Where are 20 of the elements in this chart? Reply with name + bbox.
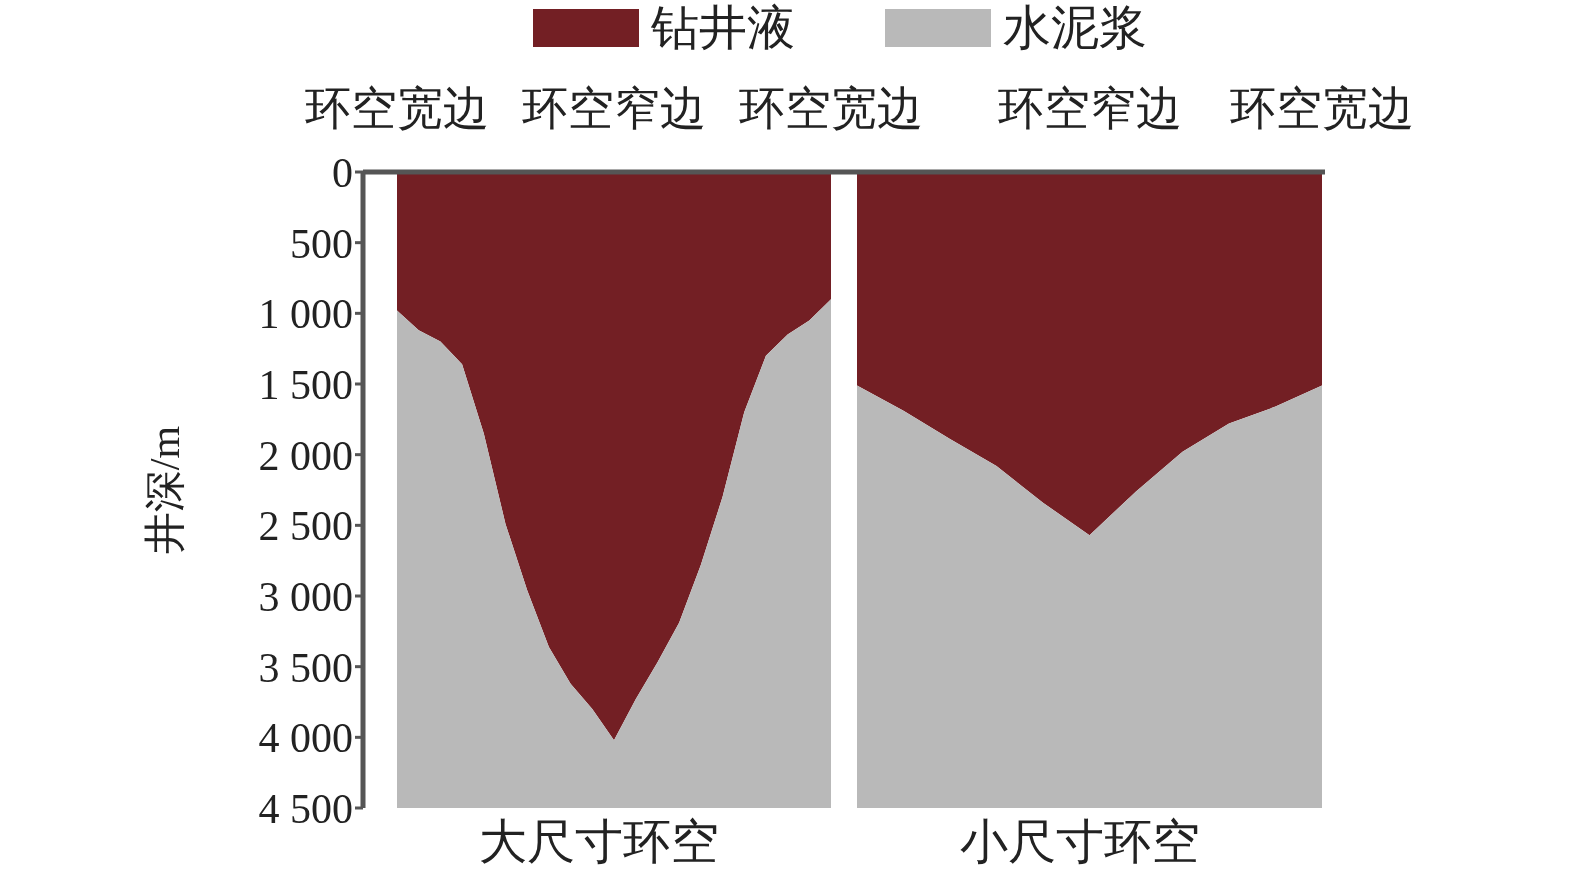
x-tick-label: 环空宽边 <box>739 83 923 134</box>
y-tick-label: 3 000 <box>258 573 353 620</box>
legend-label: 钻井液 <box>651 0 795 56</box>
y-axis-title: 井深/m <box>141 425 189 555</box>
x-tick-label: 环空窄边 <box>522 83 706 134</box>
x-tick-label: 环空宽边 <box>1230 83 1414 134</box>
x-tick-label: 环空窄边 <box>997 83 1182 134</box>
y-tick-label: 2 500 <box>258 503 353 550</box>
y-tick-label: 0 <box>332 149 353 196</box>
y-tick-label: 4 500 <box>258 785 353 832</box>
y-tick-label: 3 500 <box>258 644 353 691</box>
x-tick-label: 环空宽边 <box>305 83 489 134</box>
x-axis-title: 大尺寸环空 <box>478 814 720 870</box>
y-tick-label: 1 500 <box>258 361 353 408</box>
legend-label: 水泥浆 <box>1003 0 1147 56</box>
y-tick-label: 2 000 <box>258 432 353 479</box>
y-tick-label: 500 <box>290 220 353 267</box>
y-tick-label: 1 000 <box>258 291 353 338</box>
y-tick-label: 4 000 <box>258 715 353 762</box>
x-axis-title: 小尺寸环空 <box>959 814 1201 870</box>
